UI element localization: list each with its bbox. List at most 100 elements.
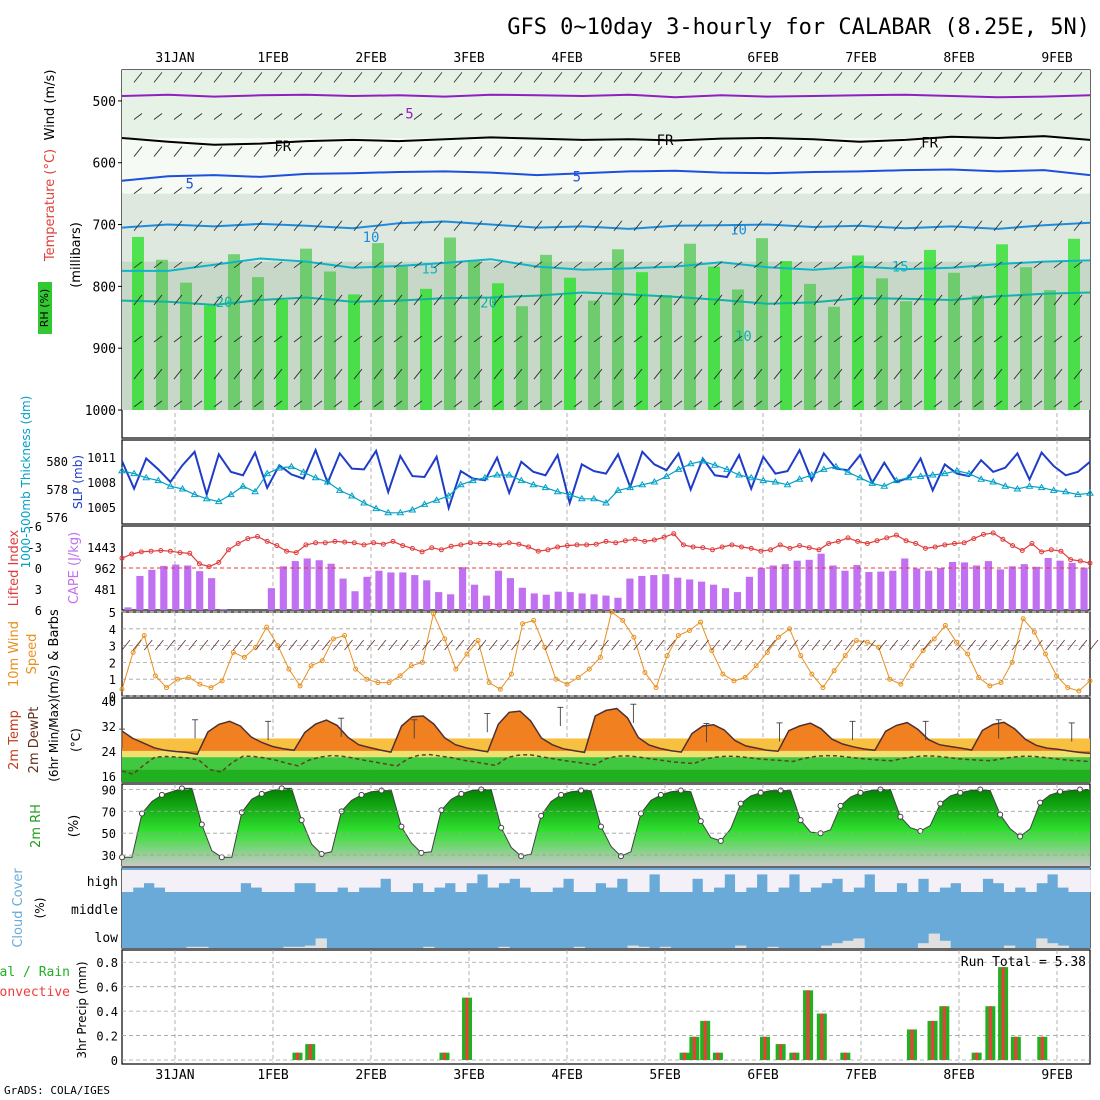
wind-barb [1013, 368, 1023, 380]
wind-barb [933, 261, 943, 269]
li-point [225, 547, 231, 553]
wind-barb [473, 368, 483, 380]
precip-conv-bar [910, 1029, 914, 1060]
li-point [196, 561, 202, 567]
thickness-point [916, 472, 925, 479]
wind-barb [173, 294, 183, 306]
wind-barb [453, 72, 463, 83]
day-label-bottom: 9FEB [1041, 1068, 1072, 1083]
cloud-high-bar [337, 870, 349, 888]
thickness-point [1086, 489, 1094, 496]
wind-barb [553, 261, 563, 269]
wind-barb [673, 294, 683, 306]
wind-barb [693, 368, 703, 380]
li-point [574, 542, 580, 548]
wind-speed-point [553, 676, 559, 682]
wind-barb [953, 400, 963, 408]
wind-barb [833, 187, 843, 194]
day-label-bottom: 4FEB [551, 1068, 582, 1083]
cape-bar [291, 561, 299, 610]
rh-point [538, 812, 545, 819]
wind-barb [473, 146, 483, 157]
li-point [1068, 557, 1074, 563]
wind-barb [778, 639, 787, 651]
wind-barb [600, 639, 609, 651]
cloud-high-bar [519, 870, 532, 888]
wind-barb [573, 335, 583, 343]
wind-barb [713, 261, 723, 269]
wind-barb [911, 639, 921, 651]
wind-speed-point [620, 617, 626, 623]
cloud-high-bar [939, 870, 951, 888]
day-label-top: 9FEB [1041, 51, 1072, 66]
wind-barb [133, 261, 143, 269]
ytick-label: 600 [93, 157, 116, 172]
li-point [787, 545, 793, 551]
cloud-high-bar [294, 870, 306, 884]
wind-barb [493, 335, 503, 343]
wind-speed-point [686, 627, 692, 633]
wind-speed-point [275, 643, 281, 649]
wind-barb [253, 294, 263, 306]
wind-barb [233, 220, 243, 232]
wind-barb [193, 400, 203, 408]
wind-barb [673, 146, 683, 157]
cape-bar [877, 571, 885, 610]
wind-barb [333, 639, 342, 651]
wind-barb [713, 146, 723, 157]
cape-bar [435, 592, 443, 610]
wind-barb [913, 368, 923, 380]
wind-barb [513, 400, 523, 408]
wind-speed-point [353, 666, 359, 672]
wind-barb [173, 113, 183, 120]
wind-speed-point [742, 675, 748, 681]
cape-bar [1032, 566, 1040, 610]
cloud-high-bar [251, 870, 263, 888]
wind-barb [613, 400, 623, 408]
wind-barb [913, 400, 923, 408]
wind-barb [833, 72, 843, 83]
li-point [245, 536, 251, 542]
thickness-point [553, 487, 562, 495]
cloud-low-bar [283, 946, 295, 948]
cape-bar [219, 609, 228, 610]
wind-barb [273, 220, 283, 232]
wind-barb [277, 639, 287, 651]
wind-barb [933, 72, 943, 83]
axis-label-2m-temp: 2m Temp [7, 710, 22, 770]
wind-barb [793, 368, 803, 380]
wind-barb [399, 639, 409, 651]
cape-bar [447, 594, 455, 610]
rh-plume [852, 255, 864, 410]
wind-speed-line [121, 611, 1091, 692]
wind-speed-point [631, 634, 637, 640]
cloud-high-bar [433, 870, 446, 888]
wind-barb [173, 400, 183, 408]
wind-barb [844, 639, 854, 651]
wind-barb [673, 187, 683, 194]
wind-barb [655, 639, 665, 651]
wind-speed-point [909, 663, 915, 669]
wind-barb [513, 368, 523, 380]
wind-barb [333, 335, 343, 343]
cloud-low-bar [498, 946, 510, 948]
cape-bar [996, 569, 1004, 610]
wind-barb [933, 368, 943, 380]
wind-barb [653, 261, 663, 269]
wind-barb [273, 72, 283, 83]
wind-barb [793, 335, 803, 343]
thickness-point [977, 475, 985, 482]
cape-bar [1056, 560, 1064, 610]
rh-plume [420, 288, 432, 410]
li-point [758, 548, 764, 554]
wind-barb [453, 261, 463, 269]
cloud-high-bar [745, 870, 758, 888]
cape-bar [411, 575, 419, 610]
wind-barb [593, 400, 603, 408]
li-point [613, 540, 619, 546]
wind-barb [493, 113, 503, 120]
precip-conv-bar [716, 1052, 720, 1060]
wind-barb [433, 335, 443, 343]
wind-barb [233, 368, 243, 380]
li-point [690, 544, 696, 550]
